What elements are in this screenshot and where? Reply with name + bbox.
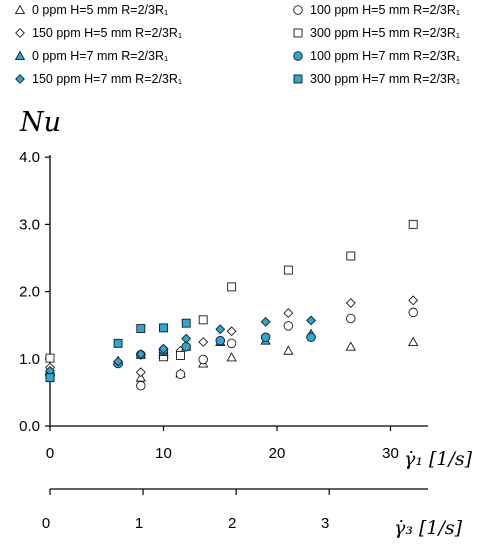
data-point-s4-6	[283, 265, 293, 275]
data-point-s8-5	[181, 318, 191, 328]
data-point-s3-2	[135, 367, 146, 378]
legend-label-3: 150 ppm H=5 mm R=2/3R₁	[32, 26, 182, 40]
data-point-s1-8	[345, 341, 356, 351]
secondary-x-tick-label: 1	[135, 515, 143, 532]
y-tick-label: 1.0	[19, 351, 40, 368]
data-point-s1-9	[408, 336, 419, 346]
legend-marker-7	[15, 74, 25, 84]
data-point-s2-5	[226, 338, 237, 349]
x-axis-ticks: 0 10 20 30	[46, 426, 399, 462]
data-point-s7-2	[113, 356, 124, 367]
x-tick-label: 30	[382, 445, 399, 462]
x-tick-label: 20	[269, 445, 286, 462]
y-tick-label: 0.0	[19, 418, 40, 435]
data-point-s1-7	[283, 345, 294, 355]
secondary-x-tick-label: 0	[42, 515, 50, 532]
secondary-x-axis-ticks: 0 1 2 3	[42, 489, 330, 532]
legend: 0 ppm H=5 mm R=2/3R₁ 100 ppm H=5 mm R=2/3…	[14, 3, 460, 86]
data-point-s4-3	[176, 350, 185, 360]
secondary-x-tick-label: 3	[321, 515, 329, 532]
legend-label-4: 300 ppm H=5 mm R=2/3R₁	[310, 26, 460, 40]
data-point-s4-7	[346, 251, 356, 261]
data-point-s3-8	[345, 298, 356, 308]
data-point-s1-6	[226, 352, 237, 362]
data-point-s7-6	[215, 324, 226, 335]
x-tick-label: 10	[155, 445, 172, 462]
data-point-s3-9	[408, 295, 419, 306]
x-tick-label: 0	[46, 445, 54, 462]
data-point-s6-6	[215, 335, 225, 346]
y-axis-title: Nu	[19, 107, 61, 138]
y-tick-label: 2.0	[19, 284, 40, 301]
data-point-s4-8	[408, 219, 418, 229]
data-point-s6-8	[306, 332, 316, 343]
data-point-s8-4	[159, 323, 168, 333]
x-axis-title: γ̇₁ [1/s]	[404, 448, 473, 470]
legend-label-5: 0 ppm H=7 mm R=2/3R₁	[32, 49, 168, 63]
y-tick-label: 4.0	[19, 149, 40, 166]
data-point-s4-5	[227, 282, 237, 292]
data-point-s7-8	[306, 315, 316, 326]
data-point-s4-4	[198, 315, 208, 325]
data-point-s7-5	[181, 333, 192, 344]
secondary-x-tick-label: 2	[228, 515, 236, 532]
legend-marker-2	[293, 5, 303, 15]
legend-marker-1	[14, 4, 26, 14]
data-point-s3-7	[283, 308, 294, 319]
legend-marker-3	[15, 28, 25, 38]
y-axis-ticks: 0.0 1.0 2.0 3.0 4.0	[19, 149, 50, 435]
legend-label-6: 100 ppm H=7 mm R=2/3R₁	[310, 49, 460, 63]
legend-label-7: 150 ppm H=7 mm R=2/3R₁	[32, 72, 182, 86]
data-points	[44, 219, 419, 391]
legend-label-8: 300 ppm H=7 mm R=2/3R₁	[310, 72, 460, 86]
data-point-s3-6	[226, 326, 237, 337]
legend-label-1: 0 ppm H=5 mm R=2/3R₁	[32, 3, 168, 17]
data-point-s4-1	[45, 353, 55, 363]
data-point-s2-2	[136, 380, 146, 391]
data-point-s7-3	[135, 349, 146, 360]
data-point-s8-3	[136, 324, 146, 334]
legend-marker-8	[293, 74, 303, 84]
legend-label-2: 100 ppm H=5 mm R=2/3R₁	[310, 3, 460, 17]
data-point-s7-4	[158, 343, 169, 354]
data-point-s3-5	[198, 337, 209, 347]
legend-marker-5	[14, 50, 26, 60]
secondary-x-axis-title: γ̇₃ [1/s]	[394, 517, 463, 539]
data-point-s8-2	[113, 338, 123, 348]
data-point-s6-7	[260, 332, 271, 343]
data-point-s2-3	[175, 369, 186, 380]
data-point-s2-7	[346, 313, 356, 324]
data-point-s2-8	[408, 307, 418, 318]
data-point-s2-6	[283, 321, 294, 331]
legend-marker-4	[293, 28, 303, 38]
y-tick-label: 3.0	[19, 216, 40, 233]
data-point-s6-5	[181, 341, 191, 352]
data-point-s7-7	[260, 316, 271, 327]
data-point-s8-1	[45, 373, 55, 383]
legend-marker-6	[293, 51, 303, 61]
data-point-s2-4	[198, 354, 208, 365]
